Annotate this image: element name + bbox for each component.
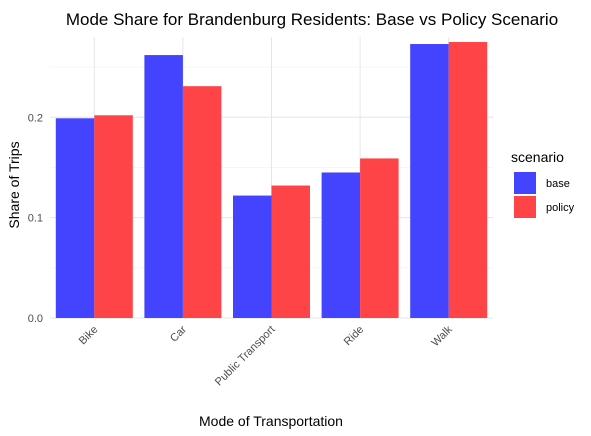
legend-label-base: base [546, 178, 570, 190]
legend-title: scenario [511, 149, 564, 165]
bar-base-bike [55, 118, 95, 319]
x-axis-ticks: Bike Car Public Transport Ride Walk [77, 323, 455, 388]
x-tick-label: Ride [342, 324, 366, 348]
bar-policy-public-transport [271, 185, 310, 318]
legend-swatch-policy [514, 196, 536, 218]
y-axis-ticks: 0.0 0.1 0.2 [28, 112, 43, 325]
plot-bars [55, 42, 488, 319]
x-tick-label: Public Transport [213, 324, 278, 389]
bar-policy-ride [360, 158, 399, 318]
legend-label-policy: policy [546, 202, 575, 214]
chart-title: Mode Share for Brandenburg Residents: Ba… [66, 10, 558, 29]
x-tick-label: Walk [429, 323, 455, 349]
legend: scenario base policy [511, 149, 575, 218]
x-tick-label: Car [168, 323, 189, 344]
bar-base-public-transport [233, 195, 272, 318]
y-tick-label: 0.2 [28, 112, 43, 124]
y-axis-title: Share of Trips [6, 141, 22, 228]
bar-base-car [144, 55, 183, 319]
x-axis-title: Mode of Transportation [199, 413, 343, 429]
bar-policy-bike [94, 115, 133, 319]
bar-base-walk [410, 44, 449, 319]
y-tick-label: 0.1 [28, 213, 43, 225]
bar-policy-walk [448, 42, 488, 319]
y-tick-label: 0.0 [28, 313, 43, 325]
bar-base-ride [321, 172, 361, 318]
legend-items: base policy [514, 172, 575, 218]
bar-policy-car [182, 86, 222, 318]
x-tick-label: Bike [77, 324, 101, 348]
legend-swatch-base [514, 172, 536, 194]
